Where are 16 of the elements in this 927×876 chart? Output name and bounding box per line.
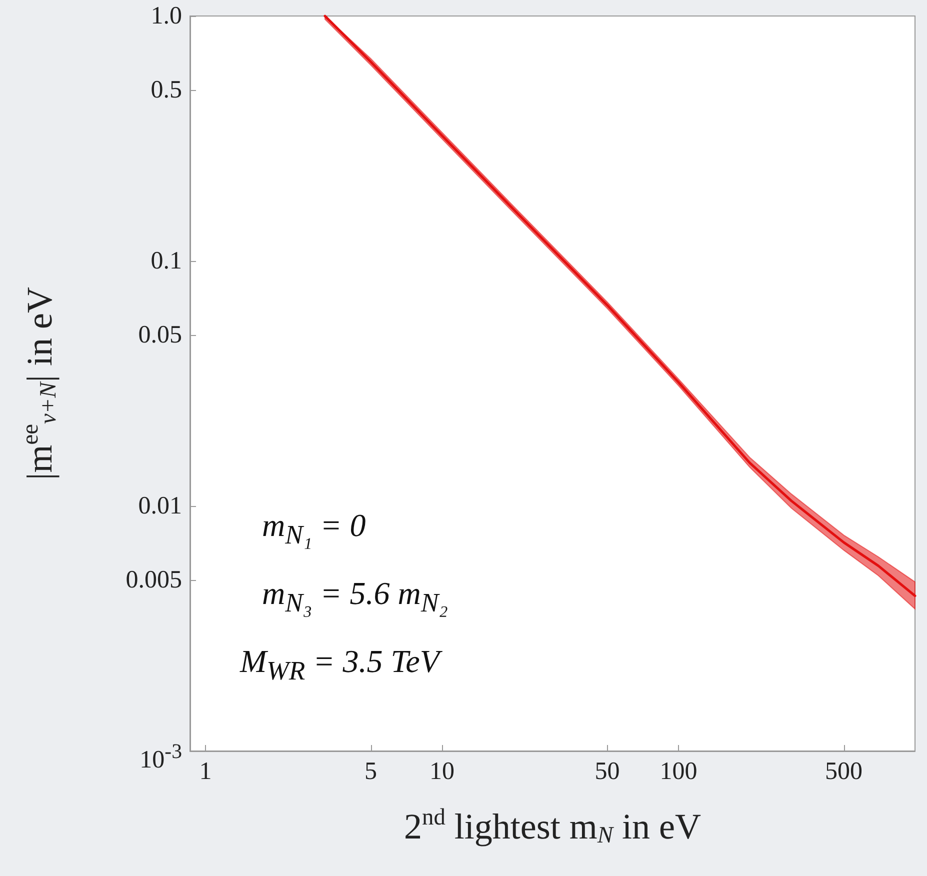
y-tick-label: 0.1 bbox=[150, 248, 182, 274]
y-tick-label: 1.0 bbox=[150, 2, 182, 30]
y-tick-label: 0.05 bbox=[138, 321, 182, 348]
x-tick-label: 100 bbox=[660, 758, 698, 785]
x-tick-label: 50 bbox=[594, 758, 620, 785]
y-tick-label: 0.01 bbox=[138, 492, 182, 520]
annotation: m$_{N₃}$ = 5.6 m$_{N₂}$ bbox=[262, 574, 448, 620]
x-tick-label: 500 bbox=[825, 758, 863, 785]
y-tick-label: 0.005 bbox=[126, 566, 182, 594]
y-axis-title: |meeν+N| in eV bbox=[18, 287, 62, 480]
y-tick-label: 10$^{-3}$ bbox=[140, 738, 182, 776]
x-tick-label: 10 bbox=[429, 758, 454, 785]
y-tick-label: 0.5 bbox=[150, 76, 182, 104]
x-tick-label: 1 bbox=[199, 758, 212, 785]
annotation: m$_{N₁}$ = 0 bbox=[262, 506, 366, 552]
x-tick-label: 5 bbox=[364, 758, 378, 785]
